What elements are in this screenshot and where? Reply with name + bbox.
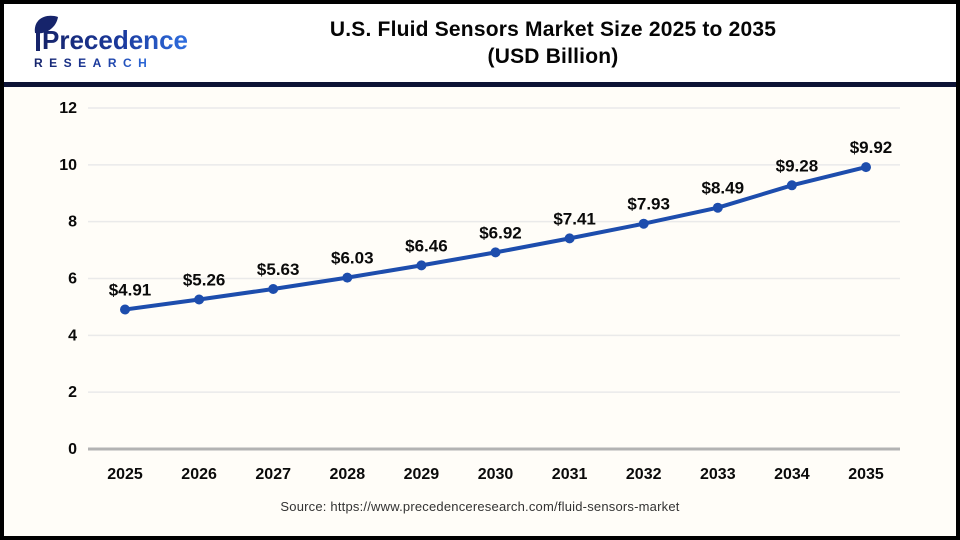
- data-point-marker: [416, 260, 427, 271]
- data-point-value-label: $8.49: [702, 179, 745, 198]
- x-tick-label: 2027: [255, 466, 291, 483]
- leaf-icon: [34, 15, 58, 33]
- data-point-value-label: $6.92: [479, 223, 522, 242]
- data-point-marker: [564, 233, 575, 244]
- x-tick-label: 2030: [478, 466, 514, 483]
- data-point-marker: [638, 218, 649, 229]
- x-tick-label: 2032: [626, 466, 662, 483]
- x-tick-label: 2031: [552, 466, 588, 483]
- chart-title: U.S. Fluid Sensors Market Size 2025 to 2…: [329, 17, 777, 41]
- data-point-value-label: $5.63: [257, 260, 300, 279]
- chart-area: 0 2 4 6 8 10 12 $4.91 2025 $5.26 2026 $5.63 2027 $6.0…: [4, 87, 956, 536]
- data-point-value-label: $5.26: [183, 271, 226, 290]
- data-point-value-label: $7.93: [627, 195, 670, 214]
- data-point-value-label: $9.28: [776, 156, 819, 175]
- line-chart: 0 2 4 6 8 10 12 $4.91 2025 $5.26 2026 $5.63 2027 $6.0…: [59, 100, 900, 483]
- x-tick-label: 2029: [404, 466, 440, 483]
- data-point-value-label: $4.91: [109, 281, 152, 300]
- header: Precedence RESEARCH U.S. Fluid Sensors M…: [4, 4, 956, 82]
- logo-graphic: Precedence RESEARCH: [34, 15, 188, 70]
- data-point-marker: [194, 294, 205, 305]
- data-point-value-label: $6.46: [405, 236, 448, 255]
- x-tick-label: 2034: [774, 466, 810, 483]
- data-point-value-label: $6.03: [331, 249, 374, 268]
- header-divider: [4, 82, 956, 87]
- y-tick-label: 6: [68, 271, 77, 288]
- y-tick-label: 12: [59, 100, 77, 117]
- x-tick-label: 2025: [107, 466, 143, 483]
- chart-title-block: U.S. Fluid Sensors Market Size 2025 to 2…: [198, 16, 956, 71]
- data-point-marker: [490, 247, 501, 258]
- chart-subtitle: (USD Billion): [487, 45, 619, 68]
- source-text: Source: https://www.precedenceresearch.c…: [280, 499, 680, 514]
- y-tick-label: 8: [68, 214, 77, 231]
- data-point-marker: [861, 162, 871, 173]
- precedence-research-logo: Precedence RESEARCH: [28, 11, 198, 76]
- data-point-marker: [268, 284, 279, 294]
- x-tick-label: 2026: [181, 466, 217, 483]
- data-point-marker: [712, 202, 723, 213]
- y-tick-label: 4: [68, 327, 77, 344]
- x-tick-label: 2033: [700, 466, 736, 483]
- leaf-stem: [36, 20, 40, 51]
- y-tick-label: 2: [68, 384, 77, 401]
- data-point-marker: [342, 272, 353, 283]
- logo-word-1: Precedence: [42, 25, 188, 55]
- data-point-value-label: $7.41: [553, 209, 596, 228]
- data-point-value-label: $9.92: [850, 138, 893, 157]
- logo-word-2: RESEARCH: [34, 56, 153, 70]
- x-tick-label: 2035: [848, 466, 884, 483]
- y-tick-label: 10: [59, 157, 77, 174]
- x-tick-label: 2028: [330, 466, 366, 483]
- data-point-marker: [120, 304, 130, 315]
- data-point-marker: [786, 180, 797, 191]
- y-tick-label: 0: [68, 441, 77, 458]
